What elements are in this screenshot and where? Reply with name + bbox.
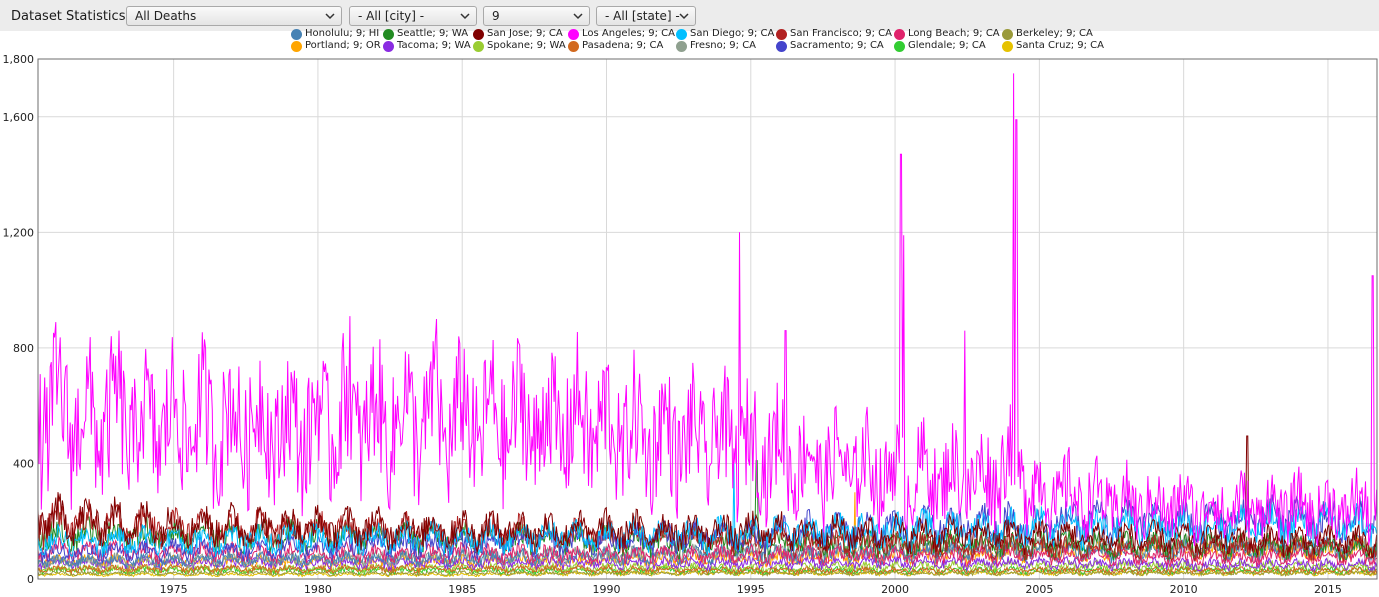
series-line	[37, 569, 1377, 578]
chevron-down-icon	[325, 13, 335, 20]
legend-swatch	[894, 41, 905, 52]
week-select[interactable]: 9	[483, 6, 590, 26]
city-select-value: - All [city] -	[358, 9, 425, 23]
app-title: Dataset Statistics	[11, 9, 126, 24]
state-select-value: - All [state] -	[605, 9, 680, 23]
chevron-down-icon	[460, 13, 470, 20]
state-select[interactable]: - All [state] -	[596, 6, 696, 26]
legend-swatch	[473, 41, 484, 52]
series-line	[37, 554, 1378, 573]
legend-swatch	[383, 29, 394, 40]
x-tick-label: 1990	[592, 583, 620, 596]
legend-swatch	[568, 41, 579, 52]
x-tick-label: 2015	[1314, 583, 1342, 596]
x-axis: 1975 1980 1985 1990 1995 2000 2005 2010 2015	[160, 583, 1342, 596]
x-tick-label: 2010	[1170, 583, 1198, 596]
plot-frame	[37, 58, 1378, 580]
legend-swatch	[568, 29, 579, 40]
y-tick-label: 1,600	[3, 111, 35, 124]
toolbar: Dataset Statistics All Deaths - All [cit…	[0, 0, 1379, 31]
legend-swatch	[676, 41, 687, 52]
week-select-value: 9	[492, 9, 500, 23]
legend-swatch	[1002, 29, 1013, 40]
y-tick-label: 0	[27, 573, 34, 586]
chevron-down-icon	[573, 13, 583, 20]
x-tick-label: 1980	[304, 583, 332, 596]
y-tick-label: 1,200	[3, 226, 35, 239]
y-tick-label: 800	[13, 342, 34, 355]
y-tick-label: 1,800	[3, 53, 35, 66]
series-line	[37, 463, 1378, 558]
legend-swatch	[776, 41, 787, 52]
legend-swatch	[894, 29, 905, 40]
x-tick-label: 1995	[737, 583, 765, 596]
legend-swatch	[383, 41, 394, 52]
x-tick-label: 2005	[1025, 583, 1053, 596]
plot-area	[37, 73, 1378, 578]
series-line	[37, 73, 1378, 547]
city-select[interactable]: - All [city] -	[349, 6, 477, 26]
x-tick-label: 2000	[881, 583, 909, 596]
series-line	[37, 562, 1378, 576]
chart-legend: Honolulu; 9; HI Seattle; 9; WA San Jose;…	[0, 26, 1379, 56]
y-tick-label: 400	[13, 457, 34, 470]
legend-swatch	[291, 29, 302, 40]
y-axis: 0 400 800 1,200 1,600 1,800	[3, 53, 35, 586]
legend-swatch	[776, 29, 787, 40]
dataset-select-value: All Deaths	[135, 9, 197, 23]
legend-swatch	[291, 41, 302, 52]
chevron-down-icon	[679, 13, 689, 20]
legend-swatch	[1002, 41, 1013, 52]
legend-swatch	[473, 29, 484, 40]
legend-swatch	[676, 29, 687, 40]
x-tick-label: 1985	[448, 583, 476, 596]
series-line	[37, 435, 1378, 559]
dataset-select[interactable]: All Deaths	[126, 6, 342, 26]
x-tick-label: 1975	[160, 583, 188, 596]
